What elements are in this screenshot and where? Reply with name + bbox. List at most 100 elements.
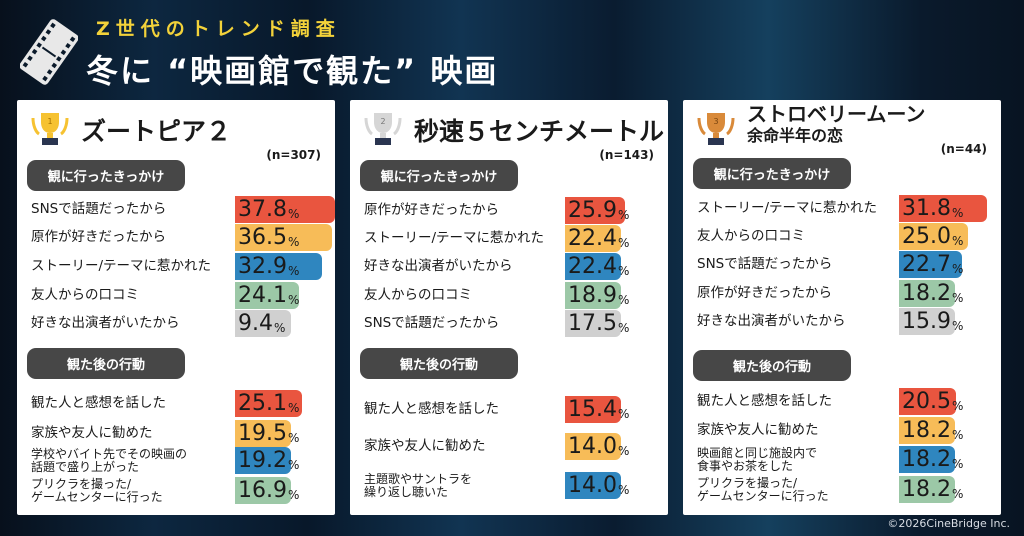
bar (235, 447, 291, 474)
bar-value: 19.5% (238, 421, 300, 446)
bar-label: プリクラを撮った/ ゲームセンターに行った (697, 475, 829, 503)
bar-value: 25.1% (238, 391, 300, 416)
bar-row: 好きな出演者がいたから 22.4% (364, 253, 668, 280)
bar-row: ストーリー/テーマに惹かれた 22.4% (364, 225, 668, 252)
sample-size: (n=307) (266, 148, 321, 162)
bar-row: 家族や友人に勧めた 14.0% (364, 433, 668, 460)
bar-label: 好きな出演者がいたから (697, 313, 846, 329)
bar-value: 18.2% (902, 418, 964, 443)
film-icon (20, 19, 78, 85)
survey-subtitle: Z世代のトレンド調査 (96, 18, 341, 40)
svg-text:2: 2 (380, 117, 385, 126)
bronze-trophy-icon: 3 (697, 113, 735, 145)
bar-label: 映画館と同じ施設内で 食事やお茶をした (697, 445, 818, 473)
bar-label: 原作が好きだったから (697, 285, 832, 301)
bar-label: 友人からの口コミ (697, 228, 805, 244)
bar-value: 19.2% (238, 448, 300, 473)
bar-value: 14.0% (568, 434, 630, 459)
bar-row: 原作が好きだったから 18.2% (697, 280, 1001, 307)
bar-value: 17.5% (568, 311, 630, 336)
bar (899, 388, 956, 415)
bar-value: 18.2% (902, 281, 964, 306)
bar-label: 観た人と感想を話した (697, 393, 832, 409)
bar-value: 15.4% (568, 397, 630, 422)
bar (899, 308, 955, 335)
bar-value: 18.2% (902, 447, 964, 472)
bar-value: 16.9% (238, 478, 300, 503)
bar-label: SNSで話題だったから (364, 315, 500, 331)
section-reasons: 観に行ったきっかけ (360, 160, 518, 191)
movie-panel-rank-1: 1 ズートピア２ (n=307) 観に行ったきっかけ SNSで話題だったから 37.8… (17, 100, 336, 515)
section-actions: 観た後の行動 (27, 348, 185, 379)
bar-label: 家族や友人に勧めた (31, 425, 153, 441)
bar-row: 好きな出演者がいたから 15.9% (697, 308, 1001, 335)
bar-value: 24.1% (238, 283, 300, 308)
bar (565, 396, 621, 423)
bar-row: 原作が好きだったから 25.9% (364, 197, 668, 224)
bar-row: 家族や友人に勧めた 18.2% (697, 417, 1001, 444)
bar-label: 好きな出演者がいたから (364, 258, 513, 274)
bar-label: 主題歌やサントラを 繰り返し聴いた (364, 471, 473, 499)
bar-row: 観た人と感想を話した 25.1% (31, 390, 335, 417)
bar-row: 学校やバイト先でその映画の 話題で盛り上がった 19.2% (31, 447, 335, 474)
bar-value: 22.4% (568, 226, 630, 251)
bar-value: 18.2% (902, 477, 964, 502)
movie-title: ズートピア２ (81, 117, 232, 146)
bar-row: ストーリー/テーマに惹かれた 31.8% (697, 195, 1001, 222)
bar-label: SNSで話題だったから (31, 201, 167, 217)
bar-row: 好きな出演者がいたから 9.4% (31, 310, 335, 337)
bar (899, 223, 969, 250)
section-actions: 観た後の行動 (360, 348, 518, 379)
bar (899, 476, 955, 503)
bar (235, 477, 291, 504)
bar-row: 観た人と感想を話した 20.5% (697, 388, 1001, 415)
bar-row: プリクラを撮った/ ゲームセンターに行った 16.9% (31, 477, 335, 504)
bar (235, 310, 291, 337)
bar-value: 14.0% (568, 473, 630, 498)
bar-row: 友人からの口コミ 24.1% (31, 282, 335, 309)
bar-label: 家族や友人に勧めた (364, 438, 486, 454)
bar-row: SNSで話題だったから 17.5% (364, 310, 668, 337)
bar-row: 友人からの口コミ 25.0% (697, 223, 1001, 250)
bar-row: 映画館と同じ施設内で 食事やお茶をした 18.2% (697, 446, 1001, 473)
movie-title: ストロベリームーン 余命半年の恋 (747, 102, 926, 146)
bar-label: プリクラを撮った/ ゲームセンターに行った (31, 476, 163, 504)
bar-label: 原作が好きだったから (364, 202, 499, 218)
section-reasons: 観に行ったきっかけ (27, 160, 185, 191)
movie-panel-rank-3: 3 ストロベリームーン 余命半年の恋 (n=44) 観に行ったきっかけ ストーリー/テー… (683, 100, 1001, 515)
bar-value: 25.9% (568, 198, 630, 223)
bar-label: 観た人と感想を話した (364, 401, 499, 417)
bar (235, 282, 299, 309)
bar-value: 36.5% (238, 225, 300, 250)
bar-value: 22.7% (902, 252, 964, 277)
page-title: 冬に “映画館で観た” 映画 (86, 52, 499, 90)
bar-label: 友人からの口コミ (31, 287, 139, 303)
bar-label: ストーリー/テーマに惹かれた (697, 200, 878, 216)
svg-text:3: 3 (713, 117, 718, 126)
bar-label: 家族や友人に勧めた (697, 422, 819, 438)
bar-row: 主題歌やサントラを 繰り返し聴いた 14.0% (364, 472, 668, 499)
bar-value: 25.0% (902, 224, 964, 249)
movie-panel-rank-2: 2 秒速５センチメートル (n=143) 観に行ったきっかけ 原作が好きだったから 2… (350, 100, 668, 515)
movie-title-line2: 余命半年の恋 (747, 126, 844, 145)
bar (235, 390, 302, 417)
bar (899, 280, 955, 307)
bar-label: 観た人と感想を話した (31, 395, 166, 411)
bar (899, 251, 962, 278)
bar (899, 195, 988, 222)
bar (235, 224, 332, 251)
bar-row: プリクラを撮った/ ゲームセンターに行った 18.2% (697, 476, 1001, 503)
bar-label: 原作が好きだったから (31, 229, 166, 245)
bar (565, 310, 621, 337)
bar (565, 253, 621, 280)
bar-row: SNSで話題だったから 22.7% (697, 251, 1001, 278)
bar-row: SNSで話題だったから 37.8% (31, 196, 336, 223)
sample-size: (n=143) (599, 148, 654, 162)
bar (565, 197, 625, 224)
movie-title: 秒速５センチメートル (414, 117, 665, 146)
bar-label: ストーリー/テーマに惹かれた (364, 230, 545, 246)
bar-row: 原作が好きだったから 36.5% (31, 224, 335, 251)
bar-value: 22.4% (568, 254, 630, 279)
bar-row: 友人からの口コミ 18.9% (364, 282, 668, 309)
bar (899, 446, 955, 473)
